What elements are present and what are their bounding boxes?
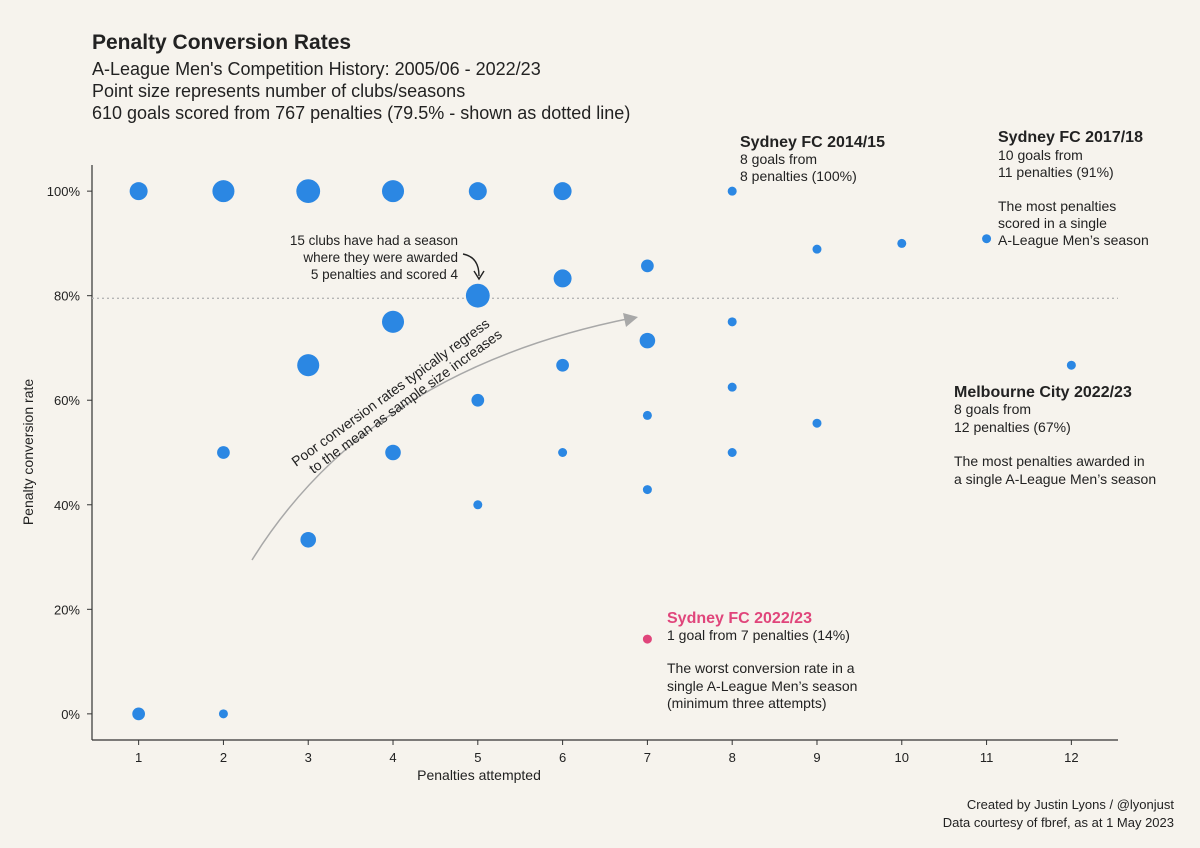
- annotation-line: (minimum three attempts): [667, 695, 826, 711]
- annotation-line: The most penalties: [998, 198, 1116, 214]
- data-point: [727, 382, 737, 392]
- annotation-line: The worst conversion rate in a: [667, 660, 855, 676]
- x-tick-label: 7: [644, 750, 651, 765]
- data-point: [1066, 360, 1076, 370]
- data-point: [982, 234, 992, 244]
- chart-footer: Created by Justin Lyons / @lyonjust Data…: [943, 796, 1174, 832]
- x-tick-label: 5: [474, 750, 481, 765]
- data-point: [642, 410, 652, 420]
- annotation-15-clubs: 15 clubs have had a season where they we…: [290, 233, 485, 282]
- data-point: [641, 259, 654, 273]
- x-tick-label: 4: [389, 750, 396, 765]
- annotation-line: 15 clubs have had a season: [290, 233, 458, 248]
- data-point: [727, 317, 737, 327]
- x-tick-label: 9: [813, 750, 820, 765]
- point-layer: [129, 179, 1076, 721]
- annotation-line: 8 goals from: [740, 151, 817, 167]
- data-point: [385, 444, 401, 461]
- data-point: [897, 238, 907, 248]
- y-tick-label: 0%: [61, 707, 80, 722]
- annotation-title: Sydney FC 2022/23: [667, 610, 812, 627]
- data-point: [212, 180, 235, 203]
- data-point: [296, 179, 321, 204]
- annotation-arrow: [462, 253, 480, 277]
- data-point: [727, 186, 737, 196]
- annotation-line: 5 penalties and scored 4: [311, 267, 459, 282]
- x-tick-label: 12: [1064, 750, 1078, 765]
- annotation-line: 8 penalties (100%): [740, 168, 857, 184]
- data-point: [218, 709, 228, 719]
- y-tick-label: 100%: [47, 184, 81, 199]
- source-text: Data courtesy of fbref, as at 1 May 2023: [942, 815, 1174, 830]
- x-tick-label: 6: [559, 750, 566, 765]
- annotation-line: A-League Men’s season: [998, 232, 1149, 248]
- chart-subtitle: A-League Men's Competition History: 2005…: [92, 59, 541, 79]
- data-point: [639, 332, 656, 349]
- data-point: [642, 485, 652, 495]
- chart-note-totals: 610 goals scored from 767 penalties (79.…: [92, 103, 631, 123]
- annotation-title: Sydney FC 2014/15: [740, 134, 885, 151]
- credit-text: Created by Justin Lyons / @lyonjust: [966, 797, 1174, 812]
- data-point: [812, 244, 822, 254]
- annotation-line: scored in a single: [998, 215, 1107, 231]
- axes: [91, 165, 1118, 741]
- annotation-title: Melbourne City 2022/23: [954, 384, 1132, 401]
- data-point: [217, 446, 230, 459]
- data-point-highlight: [642, 634, 652, 644]
- data-point: [553, 269, 572, 288]
- annotation-sydney-2017-18: Sydney FC 2017/18 10 goals from 11 penal…: [998, 129, 1149, 248]
- annotation-line: 12 penalties (67%): [954, 419, 1071, 435]
- annotation-line: 11 penalties (91%): [998, 164, 1114, 180]
- data-point: [556, 358, 569, 372]
- y-tick-label: 40%: [54, 498, 80, 513]
- annotation-melbourne-city-2022-23: Melbourne City 2022/23 8 goals from 12 p…: [954, 384, 1156, 487]
- annotation-line: 8 goals from: [954, 401, 1031, 417]
- y-tick-label: 20%: [54, 602, 80, 617]
- data-point: [465, 283, 490, 308]
- data-point: [297, 354, 320, 377]
- annotation-sydney-2014-15: Sydney FC 2014/15 8 goals from 8 penalti…: [740, 134, 885, 184]
- y-tick-label: 80%: [54, 289, 80, 304]
- regression-arrowhead: [623, 313, 638, 327]
- data-point: [381, 310, 405, 333]
- chart-note-point-size: Point size represents number of clubs/se…: [92, 81, 466, 101]
- annotation-line: single A-League Men’s season: [667, 678, 857, 694]
- data-point: [129, 182, 148, 201]
- annotation-title: Sydney FC 2017/18: [998, 129, 1143, 146]
- annotation-line: The most penalties awarded in: [954, 453, 1145, 469]
- data-point: [132, 707, 145, 721]
- x-tick-label: 11: [980, 750, 994, 765]
- data-point: [812, 418, 822, 428]
- annotation-sydney-2022-23: Sydney FC 2022/23 1 goal from 7 penaltie…: [667, 610, 857, 711]
- tick-layer: 1 2 3 4 5 6 7 8 9 10 11 120%20%40%60%80%100%: [47, 184, 1079, 765]
- data-point: [300, 532, 317, 548]
- y-tick-label: 60%: [54, 393, 80, 408]
- regression-arrow: [251, 317, 633, 561]
- chart-title: Penalty Conversion Rates: [92, 31, 352, 54]
- y-axis-label: Penalty conversion rate: [20, 379, 36, 526]
- annotation-line: 1 goal from 7 penalties (14%): [667, 627, 850, 643]
- annotation-line: a single A-League Men’s season: [954, 471, 1156, 487]
- annotation-line: where they were awarded: [302, 250, 458, 265]
- data-point: [381, 180, 405, 203]
- data-point: [558, 448, 568, 457]
- x-axis-label: Penalties attempted: [417, 767, 541, 783]
- x-tick-label: 1: [135, 750, 142, 765]
- data-point: [553, 182, 572, 201]
- annotation-regression: Poor conversion rates typically regress …: [251, 313, 638, 561]
- data-point: [727, 448, 737, 457]
- x-tick-label: 3: [305, 750, 312, 765]
- data-point: [473, 500, 483, 510]
- x-tick-label: 8: [729, 750, 736, 765]
- chart-header: Penalty Conversion Rates A-League Men's …: [92, 30, 630, 124]
- data-point: [471, 393, 485, 407]
- annotation-arrowhead: [473, 270, 485, 281]
- x-tick-label: 2: [220, 750, 227, 765]
- data-point: [468, 182, 487, 201]
- annotation-line: 10 goals from: [998, 147, 1083, 163]
- x-tick-label: 10: [895, 750, 909, 765]
